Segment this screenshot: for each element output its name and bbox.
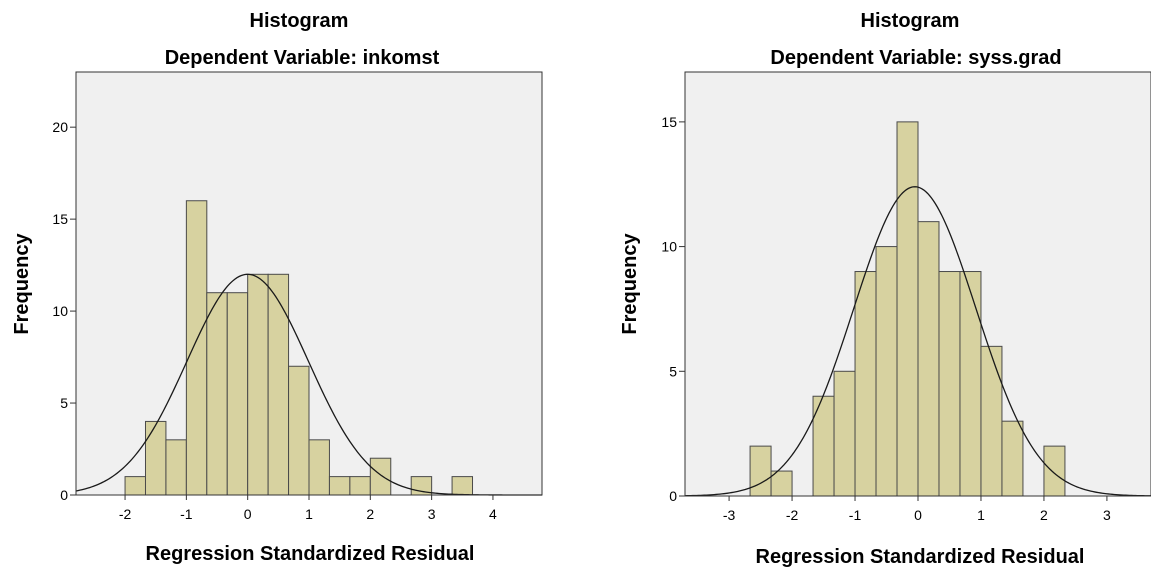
chart-2-y-axis-title: Frequency bbox=[619, 233, 641, 335]
chart-2-bar-12 bbox=[1043, 445, 1066, 497]
chart-1-title: Histogram bbox=[250, 10, 349, 32]
chart-2-x-tick-label-1: -2 bbox=[786, 507, 799, 523]
chart-2-bars bbox=[749, 121, 1066, 497]
chart-2-title: Histogram bbox=[861, 10, 960, 32]
chart-2: Histogram Dependent Variable: syss.grad … bbox=[619, 10, 1151, 568]
chart-2-axes: -3 -2 -1 0 1 2 3 0 5 10 15 bbox=[661, 72, 1151, 523]
chart-1-x-tick-label-6: 4 bbox=[489, 506, 497, 522]
chart-2-bar-7 bbox=[917, 221, 940, 497]
chart-1-bar-3 bbox=[185, 200, 208, 496]
chart-1-x-tick-label-4: 2 bbox=[366, 506, 374, 522]
chart-2-x-axis-title: Regression Standardized Residual bbox=[756, 546, 1085, 568]
chart-2-bar-3 bbox=[833, 370, 856, 497]
chart-1-bar-2 bbox=[165, 439, 187, 496]
chart-1-bars bbox=[124, 200, 474, 496]
chart-1-bar-9 bbox=[308, 439, 330, 496]
chart-1-bar-0 bbox=[124, 476, 146, 496]
chart-2-x-tick-label-4: 1 bbox=[977, 507, 985, 523]
chart-2-y-tick-label-1: 5 bbox=[669, 363, 677, 379]
chart-1-subtitle: Dependent Variable: inkomst bbox=[165, 47, 440, 69]
chart-2-x-tick-label-6: 3 bbox=[1103, 507, 1111, 523]
chart-2-normal-curve bbox=[684, 186, 1151, 497]
chart-1-bar-4 bbox=[206, 292, 228, 496]
chart-1-y-tick-label-3: 15 bbox=[52, 211, 68, 227]
chart-2-subtitle: Dependent Variable: syss.grad bbox=[770, 47, 1061, 69]
chart-2-x-tick-label-0: -3 bbox=[723, 507, 736, 523]
chart-2-bar-11 bbox=[1001, 420, 1024, 497]
chart-2-bar-5 bbox=[875, 246, 898, 497]
chart-1-bar-11 bbox=[349, 476, 371, 496]
chart-1-bar-1 bbox=[144, 420, 167, 496]
chart-2-bar-6 bbox=[896, 121, 919, 497]
chart-1-y-tick-label-0: 0 bbox=[60, 487, 68, 503]
chart-1-x-tick-label-2: 0 bbox=[244, 506, 252, 522]
chart-1-x-tick-label-0: -2 bbox=[119, 506, 132, 522]
chart-1-y-tick-label-4: 20 bbox=[52, 119, 68, 135]
chart-1-x-tick-label-5: 3 bbox=[428, 506, 436, 522]
chart-1-y-tick-label-2: 10 bbox=[52, 303, 68, 319]
chart-2-bar-9 bbox=[959, 271, 982, 497]
chart-2-x-tick-label-2: -1 bbox=[849, 507, 862, 523]
chart-1-bar-8 bbox=[288, 365, 310, 496]
chart-2-bar-4 bbox=[854, 271, 877, 497]
chart-1-bar-12 bbox=[369, 457, 392, 496]
chart-1-y-tick-label-1: 5 bbox=[60, 395, 68, 411]
chart-2-bar-8 bbox=[938, 271, 961, 497]
chart-1: Histogram Dependent Variable: inkomst Re… bbox=[11, 10, 543, 565]
chart-1-bar-5 bbox=[226, 292, 249, 496]
chart-1-bar-6 bbox=[247, 273, 269, 496]
chart-2-y-tick-label-2: 10 bbox=[661, 239, 677, 255]
chart-1-bar-14 bbox=[451, 476, 474, 496]
chart-2-bar-10 bbox=[980, 345, 1003, 497]
chart-1-bar-10 bbox=[328, 476, 351, 496]
chart-1-y-axis-title: Frequency bbox=[11, 233, 33, 335]
chart-1-axes: -2 -1 0 1 2 3 4 0 5 10 15 20 bbox=[52, 72, 542, 522]
chart-2-y-tick-label-3: 15 bbox=[661, 114, 677, 130]
chart-1-bar-7 bbox=[267, 273, 290, 496]
chart-2-x-tick-label-3: 0 bbox=[914, 507, 922, 523]
chart-1-x-axis-title: Regression Standardized Residual bbox=[146, 543, 475, 565]
chart-1-x-tick-label-1: -1 bbox=[180, 506, 193, 522]
chart-2-bar-0 bbox=[749, 445, 772, 497]
chart-2-x-tick-label-5: 2 bbox=[1040, 507, 1048, 523]
chart-2-y-tick-label-0: 0 bbox=[669, 488, 677, 504]
chart-1-x-tick-label-3: 1 bbox=[305, 506, 313, 522]
